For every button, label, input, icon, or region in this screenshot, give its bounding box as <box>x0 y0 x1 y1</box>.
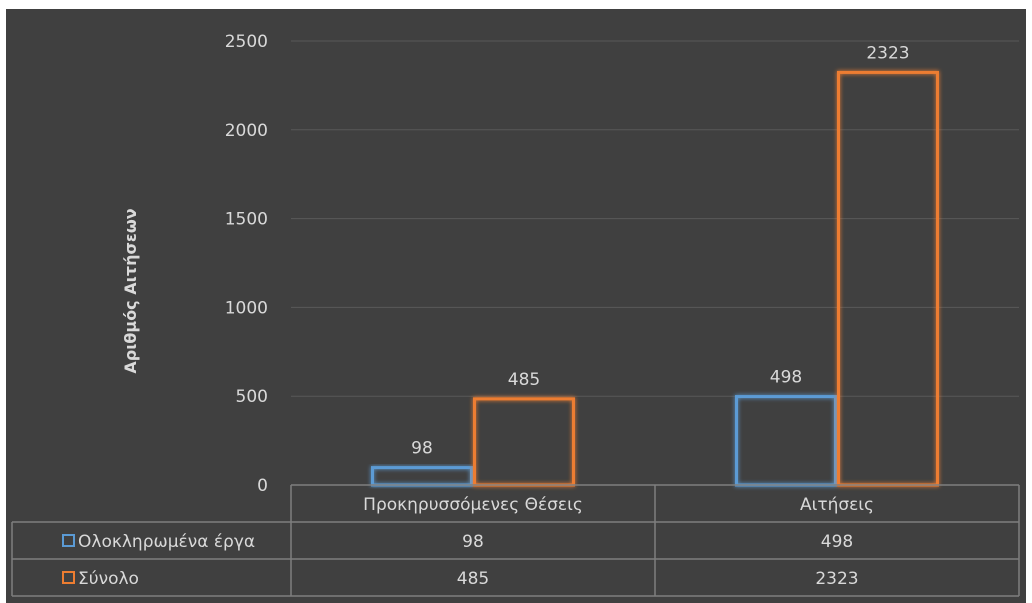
chart-area: 0 500 1000 1500 2000 2500 Αριθμός Αιτήσεων 98… <box>6 9 1026 603</box>
bars <box>371 70 939 487</box>
y-axis-title: Αριθμός Αιτήσεων <box>121 208 140 373</box>
bar <box>735 395 837 487</box>
data-label: 2323 <box>866 43 909 63</box>
legend-label: Σύνολο <box>78 569 139 589</box>
table-cell: 98 <box>462 532 484 552</box>
data-labels: 98 485 498 2323 <box>411 43 909 458</box>
category-label: Προκηρυσσόμενες Θέσεις <box>363 495 583 515</box>
legend-key <box>62 534 75 547</box>
y-tick-label: 500 <box>236 387 268 407</box>
table-cell: 2323 <box>815 569 858 589</box>
y-tick-label: 1000 <box>225 298 268 318</box>
data-label: 485 <box>508 370 540 390</box>
bar <box>837 70 939 487</box>
data-label: 98 <box>411 439 433 459</box>
bar <box>473 397 575 487</box>
data-table: Προκηρυσσόμενες Θέσεις Αιτήσεις Ολοκληρωμέ… <box>11 484 1020 597</box>
legend-label: Ολοκληρωμένα έργα <box>78 532 255 552</box>
table-cell: 485 <box>457 569 489 589</box>
y-tick-label: 0 <box>257 476 268 496</box>
bar-chart: 0 500 1000 1500 2000 2500 Αριθμός Αιτήσεων 98… <box>11 32 1020 597</box>
bar <box>371 466 473 487</box>
table-cell: 498 <box>821 532 853 552</box>
category-label: Αιτήσεις <box>800 495 874 515</box>
legend-key <box>62 571 75 584</box>
data-label: 498 <box>770 368 802 388</box>
gridlines <box>291 40 1019 397</box>
y-axis-ticks: 0 500 1000 1500 2000 2500 <box>225 32 268 496</box>
y-tick-label: 2500 <box>225 32 268 52</box>
y-tick-label: 1500 <box>225 210 268 230</box>
y-tick-label: 2000 <box>225 121 268 141</box>
